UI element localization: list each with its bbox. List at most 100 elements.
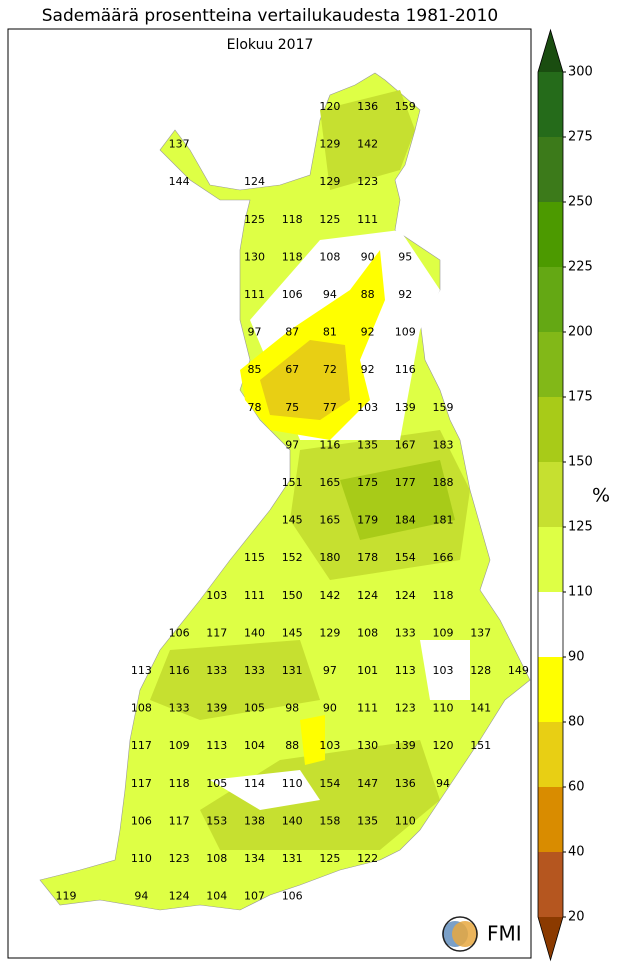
station-value: 151 xyxy=(282,476,303,489)
station-value: 129 xyxy=(319,175,340,188)
station-value: 90 xyxy=(323,702,337,715)
station-value: 109 xyxy=(169,739,190,752)
station-value: 72 xyxy=(323,363,337,376)
station-value: 139 xyxy=(206,702,227,715)
colorbar-segment xyxy=(538,592,563,657)
station-value: 87 xyxy=(285,326,299,339)
station-value: 92 xyxy=(361,326,375,339)
station-value: 122 xyxy=(357,852,378,865)
station-value: 130 xyxy=(244,250,265,263)
station-value: 90 xyxy=(361,250,375,263)
station-value: 104 xyxy=(244,739,265,752)
station-value: 145 xyxy=(282,626,303,639)
station-value: 110 xyxy=(131,852,152,865)
station-value: 118 xyxy=(433,589,454,602)
station-value: 137 xyxy=(169,138,190,151)
station-value: 110 xyxy=(433,702,454,715)
station-value: 128 xyxy=(470,664,491,677)
station-value: 123 xyxy=(169,852,190,865)
station-value: 67 xyxy=(285,363,299,376)
station-value: 120 xyxy=(433,739,454,752)
station-value: 108 xyxy=(319,250,340,263)
colorbar-segment xyxy=(538,657,563,722)
station-value: 85 xyxy=(248,363,262,376)
station-value: 106 xyxy=(282,288,303,301)
station-value: 154 xyxy=(395,551,416,564)
station-value: 152 xyxy=(282,551,303,564)
station-value: 101 xyxy=(357,664,378,677)
station-value: 103 xyxy=(433,664,454,677)
station-value: 129 xyxy=(319,626,340,639)
station-value: 78 xyxy=(248,401,262,414)
station-value: 117 xyxy=(206,626,227,639)
station-value: 111 xyxy=(357,702,378,715)
station-value: 141 xyxy=(470,702,491,715)
colorbar-tick-label: 80 xyxy=(568,715,585,730)
station-value: 154 xyxy=(319,777,340,790)
station-value: 135 xyxy=(357,814,378,827)
station-value: 115 xyxy=(244,551,265,564)
station-value: 151 xyxy=(470,739,491,752)
station-value: 111 xyxy=(357,213,378,226)
colorbar-segment xyxy=(538,137,563,202)
station-value: 118 xyxy=(282,213,303,226)
logo: FMI xyxy=(442,916,522,952)
station-value: 95 xyxy=(398,250,412,263)
station-value: 88 xyxy=(285,739,299,752)
station-value: 142 xyxy=(319,589,340,602)
station-value: 180 xyxy=(319,551,340,564)
station-value: 153 xyxy=(206,814,227,827)
station-value: 110 xyxy=(282,777,303,790)
station-value: 125 xyxy=(244,213,265,226)
station-value: 188 xyxy=(433,476,454,489)
colorbar-segment xyxy=(538,332,563,397)
colorbar-tick-label: 125 xyxy=(568,520,593,535)
station-value: 125 xyxy=(319,852,340,865)
station-value: 120 xyxy=(319,100,340,113)
colorbar-segment xyxy=(538,72,563,137)
station-value: 138 xyxy=(244,814,265,827)
station-value: 133 xyxy=(244,664,265,677)
station-value: 124 xyxy=(395,589,416,602)
station-value: 139 xyxy=(395,401,416,414)
station-value: 140 xyxy=(244,626,265,639)
colorbar-tick-label: 60 xyxy=(568,780,585,795)
station-value: 109 xyxy=(395,326,416,339)
colorbar-segment xyxy=(538,787,563,852)
station-value: 92 xyxy=(398,288,412,301)
station-value: 124 xyxy=(357,589,378,602)
station-value: 98 xyxy=(285,702,299,715)
station-value: 159 xyxy=(395,100,416,113)
colorbar-segment xyxy=(538,202,563,267)
station-value: 158 xyxy=(319,814,340,827)
station-value: 103 xyxy=(319,739,340,752)
station-value: 136 xyxy=(357,100,378,113)
station-value: 175 xyxy=(357,476,378,489)
colorbar-tick-label: 250 xyxy=(568,195,593,210)
station-value: 150 xyxy=(282,589,303,602)
station-value: 109 xyxy=(433,626,454,639)
colorbar-tick-label: 110 xyxy=(568,585,593,600)
station-value: 113 xyxy=(131,664,152,677)
station-value: 116 xyxy=(395,363,416,376)
station-value: 113 xyxy=(395,664,416,677)
station-value: 131 xyxy=(282,852,303,865)
colorbar-tick-label: 200 xyxy=(568,325,593,340)
station-value: 117 xyxy=(131,739,152,752)
station-value: 106 xyxy=(131,814,152,827)
logo-text: FMI xyxy=(487,922,522,946)
station-value: 97 xyxy=(285,438,299,451)
station-value: 116 xyxy=(169,664,190,677)
station-value: 147 xyxy=(357,777,378,790)
station-value: 118 xyxy=(282,250,303,263)
station-value: 134 xyxy=(244,852,265,865)
station-value: 124 xyxy=(169,890,190,903)
station-value: 94 xyxy=(323,288,337,301)
finland-map xyxy=(39,72,531,911)
station-value: 181 xyxy=(433,514,454,527)
station-value: 123 xyxy=(395,702,416,715)
station-value: 108 xyxy=(357,626,378,639)
colorbar-tick-label: 175 xyxy=(568,390,593,405)
station-value: 81 xyxy=(323,326,337,339)
